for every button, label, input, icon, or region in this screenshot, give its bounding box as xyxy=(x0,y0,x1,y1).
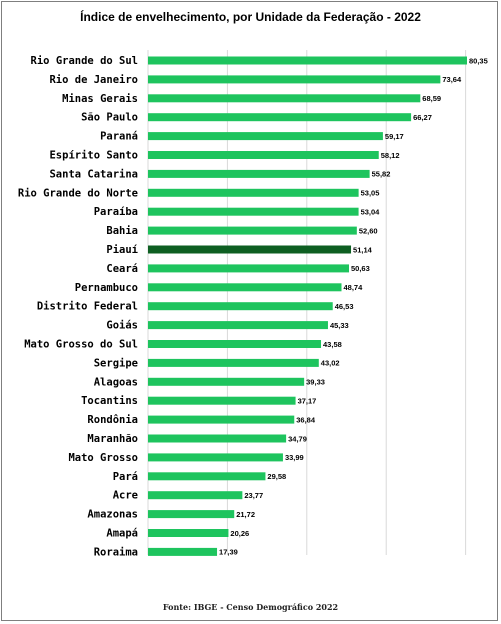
bar xyxy=(148,321,328,330)
category-label: Rio Grande do Sul xyxy=(31,55,138,67)
bar xyxy=(148,358,319,367)
bar xyxy=(148,434,287,443)
bar xyxy=(148,472,266,481)
bar xyxy=(148,245,352,254)
value-label: 73,64 xyxy=(442,75,462,84)
value-label: 48,74 xyxy=(344,283,364,292)
bar xyxy=(148,151,379,159)
category-label: Amapá xyxy=(106,528,138,540)
value-label: 58,12 xyxy=(381,151,400,160)
category-label: Tocantins xyxy=(81,395,138,407)
value-label: 50,63 xyxy=(351,264,370,273)
bar xyxy=(148,340,322,348)
category-label: Minas Gerais xyxy=(62,93,138,105)
value-label: 43,02 xyxy=(321,359,340,368)
category-label: Roraima xyxy=(94,546,138,558)
bar xyxy=(148,226,357,235)
value-label: 23,77 xyxy=(244,491,263,500)
category-label: Rio Grande do Norte xyxy=(18,187,138,199)
category-label: Sergipe xyxy=(94,357,138,369)
value-label: 37,17 xyxy=(298,397,317,406)
source-note: Fonte: IBGE - Censo Demográfico 2022 xyxy=(162,602,339,612)
bar xyxy=(148,396,296,405)
category-label: Piauí xyxy=(106,244,138,256)
value-label: 45,33 xyxy=(330,321,349,330)
category-label: Paraná xyxy=(100,131,138,143)
value-label: 51,14 xyxy=(353,245,373,254)
bar xyxy=(148,188,359,197)
bar xyxy=(148,113,412,122)
category-label: Pernambuco xyxy=(75,282,138,294)
bar xyxy=(148,207,359,216)
bar xyxy=(148,529,229,537)
category-label: Pará xyxy=(113,471,138,483)
bar xyxy=(148,453,283,462)
category-label: Santa Catarina xyxy=(49,168,138,180)
value-label: 39,33 xyxy=(306,378,325,387)
value-label: 53,05 xyxy=(361,189,380,198)
value-labels: 80,35 73,64 68,59 66,27 59,17 58,12 55,82 53,05… xyxy=(219,56,488,556)
value-label: 46,53 xyxy=(335,302,354,311)
value-label: 33,99 xyxy=(285,453,304,462)
category-label: São Paulo xyxy=(81,112,138,124)
bar xyxy=(148,377,305,386)
value-label: 53,04 xyxy=(361,208,381,217)
value-label: 59,17 xyxy=(385,132,404,141)
category-label: Rio de Janeiro xyxy=(49,74,138,86)
bar xyxy=(148,547,218,556)
category-label: Paraíba xyxy=(94,206,138,218)
value-label: 29,58 xyxy=(267,472,286,481)
bar xyxy=(148,302,333,311)
bar xyxy=(148,415,295,424)
bar xyxy=(148,94,421,103)
value-label: 66,27 xyxy=(413,113,432,122)
value-label: 43,58 xyxy=(323,340,342,349)
category-label: Espírito Santo xyxy=(49,150,138,162)
category-label: Rondônia xyxy=(87,414,138,426)
bar xyxy=(148,264,350,273)
value-label: 17,39 xyxy=(219,548,238,557)
value-label: 80,35 xyxy=(469,56,488,65)
bar xyxy=(148,491,243,500)
value-label: 21,72 xyxy=(236,510,255,519)
category-labels: Rio Grande do Sul Rio de Janeiro Minas Ger… xyxy=(18,55,138,558)
bar xyxy=(148,169,370,178)
bars xyxy=(148,56,467,556)
value-label: 52,60 xyxy=(359,226,378,235)
value-label: 68,59 xyxy=(422,94,441,103)
category-label: Goiás xyxy=(106,320,138,332)
category-label: Acre xyxy=(113,490,138,502)
value-label: 55,82 xyxy=(372,170,391,179)
bar xyxy=(148,75,441,84)
value-label: 36,84 xyxy=(296,415,316,424)
bar xyxy=(148,510,235,519)
category-label: Distrito Federal xyxy=(37,301,138,313)
chart-title: Índice de envelhecimento, por Unidade da… xyxy=(80,10,421,24)
category-label: Mato Grosso do Sul xyxy=(24,339,138,351)
value-label: 20,26 xyxy=(230,529,249,538)
bar xyxy=(148,56,467,65)
category-label: Ceará xyxy=(106,263,138,275)
category-label: Maranhão xyxy=(87,433,138,445)
bar xyxy=(148,132,383,141)
bar xyxy=(148,283,342,292)
category-label: Mato Grosso xyxy=(68,452,138,464)
category-label: Amazonas xyxy=(87,509,138,521)
category-label: Alagoas xyxy=(94,376,138,388)
value-label: 34,79 xyxy=(288,434,307,443)
category-label: Bahia xyxy=(106,225,138,237)
